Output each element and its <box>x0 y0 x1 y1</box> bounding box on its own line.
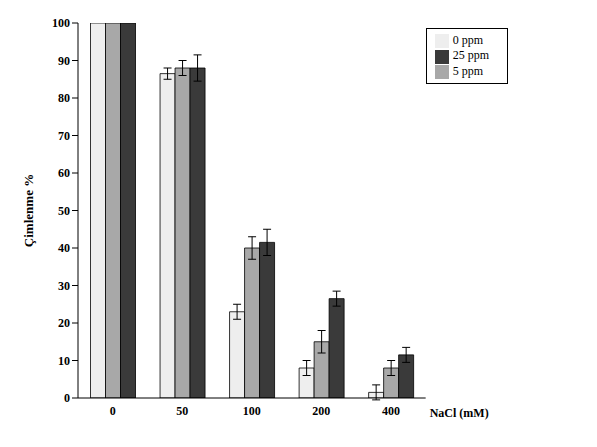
html-text:0 ppm: 0 ppm <box>452 33 483 47</box>
html-text:25 ppm: 25 ppm <box>452 48 489 63</box>
svg-text:30: 30 <box>58 279 70 293</box>
svg-text:40: 40 <box>58 241 70 255</box>
svg-text:70: 70 <box>58 129 70 143</box>
svg-text:200: 200 <box>312 404 330 418</box>
svg-text:0: 0 <box>110 404 116 418</box>
svg-text:10: 10 <box>58 354 70 368</box>
svg-text:Çimlenme %: Çimlenme % <box>21 174 36 247</box>
svg-text:60: 60 <box>58 166 70 180</box>
svg-text:0: 0 <box>64 391 70 405</box>
svg-text:400: 400 <box>382 404 400 418</box>
svg-text:50: 50 <box>58 204 70 218</box>
svg-text:80: 80 <box>58 91 70 105</box>
svg-text:100: 100 <box>243 404 261 418</box>
svg-text:50: 50 <box>176 404 188 418</box>
svg-text:100: 100 <box>52 16 70 30</box>
svg-text:90: 90 <box>58 54 70 68</box>
svg-text:20: 20 <box>58 316 70 330</box>
svg-text:NaCl (mM): NaCl (mM) <box>430 406 489 420</box>
html-text:5 ppm: 5 ppm <box>452 63 483 78</box>
